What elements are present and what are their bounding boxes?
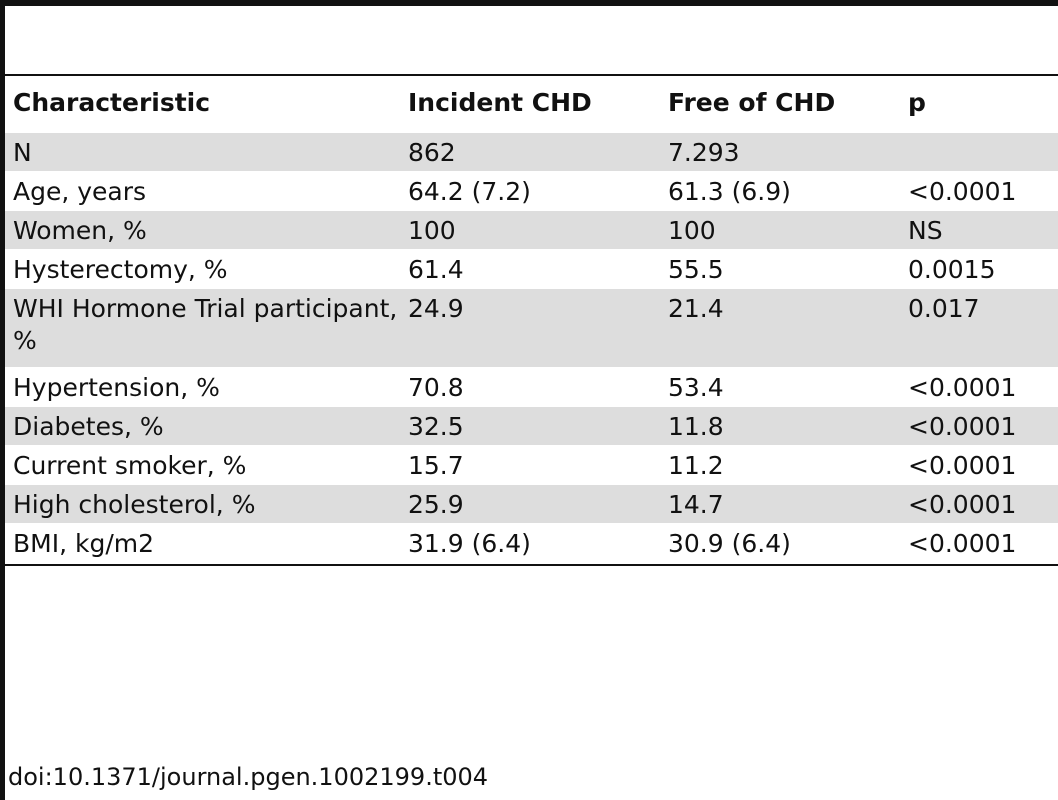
table-row: N 862 7.293 bbox=[5, 132, 1058, 172]
left-border-rule bbox=[0, 0, 5, 800]
cell-free: 21.4 bbox=[660, 288, 900, 368]
column-header-p: p bbox=[908, 88, 926, 117]
cell-incident: 862 bbox=[400, 132, 660, 172]
cell-free: 11.8 bbox=[660, 406, 900, 446]
cell-incident: 100 bbox=[400, 210, 660, 250]
table-row: BMI, kg/m2 31.9 (6.4) 30.9 (6.4) <0.0001 bbox=[5, 523, 1058, 566]
cell-characteristic: Hysterectomy, % bbox=[5, 249, 400, 289]
cell-characteristic: BMI, kg/m2 bbox=[5, 523, 400, 566]
header-top-rule bbox=[5, 74, 1058, 76]
cell-characteristic: Current smoker, % bbox=[5, 445, 400, 485]
table-row: Age, years 64.2 (7.2) 61.3 (6.9) <0.0001 bbox=[5, 171, 1058, 211]
cell-characteristic: Women, % bbox=[5, 210, 400, 250]
table-row: Hysterectomy, % 61.4 55.5 0.0015 bbox=[5, 249, 1058, 289]
cell-p: <0.0001 bbox=[900, 484, 1058, 524]
cell-free: 7.293 bbox=[660, 132, 900, 172]
cell-characteristic: Age, years bbox=[5, 171, 400, 211]
cell-p: 0.0015 bbox=[900, 249, 1058, 289]
header-row: Characteristic Incident CHD Free of CHD … bbox=[5, 76, 1058, 133]
table-row: Current smoker, % 15.7 11.2 <0.0001 bbox=[5, 445, 1058, 485]
table-row: Women, % 100 100 NS bbox=[5, 210, 1058, 250]
cell-p: <0.0001 bbox=[900, 367, 1058, 407]
cell-characteristic: High cholesterol, % bbox=[5, 484, 400, 524]
cell-free: 14.7 bbox=[660, 484, 900, 524]
column-header-characteristic: Characteristic bbox=[13, 88, 211, 117]
cell-incident: 31.9 (6.4) bbox=[400, 523, 660, 566]
cell-incident: 70.8 bbox=[400, 367, 660, 407]
table-body: N 862 7.293 Age, years 64.2 (7.2) 61.3 (… bbox=[5, 132, 1058, 566]
cell-incident: 24.9 bbox=[400, 288, 660, 368]
cell-incident: 32.5 bbox=[400, 406, 660, 446]
cell-free: 55.5 bbox=[660, 249, 900, 289]
cell-free: 61.3 (6.9) bbox=[660, 171, 900, 211]
cell-p bbox=[900, 132, 1058, 172]
cell-characteristic: N bbox=[5, 132, 400, 172]
cell-free: 30.9 (6.4) bbox=[660, 523, 900, 566]
column-header-free-of-chd: Free of CHD bbox=[668, 88, 836, 117]
table-row: WHI Hormone Trial participant, % 24.9 21… bbox=[5, 288, 1058, 368]
table-row: High cholesterol, % 25.9 14.7 <0.0001 bbox=[5, 484, 1058, 524]
table-row: Hypertension, % 70.8 53.4 <0.0001 bbox=[5, 367, 1058, 407]
cell-p: <0.0001 bbox=[900, 406, 1058, 446]
cell-free: 100 bbox=[660, 210, 900, 250]
cell-incident: 15.7 bbox=[400, 445, 660, 485]
cell-free: 11.2 bbox=[660, 445, 900, 485]
cell-p: NS bbox=[900, 210, 1058, 250]
cell-p: <0.0001 bbox=[900, 445, 1058, 485]
cell-characteristic: WHI Hormone Trial participant, % bbox=[5, 288, 400, 368]
table-header: Characteristic Incident CHD Free of CHD … bbox=[5, 76, 1058, 133]
cell-incident: 64.2 (7.2) bbox=[400, 171, 660, 211]
cell-p: <0.0001 bbox=[900, 523, 1058, 566]
cell-p: <0.0001 bbox=[900, 171, 1058, 211]
cell-incident: 61.4 bbox=[400, 249, 660, 289]
cell-free: 53.4 bbox=[660, 367, 900, 407]
doi-caption: doi:10.1371/journal.pgen.1002199.t004 bbox=[8, 763, 489, 791]
top-border-rule bbox=[0, 0, 1058, 6]
cell-characteristic: Hypertension, % bbox=[5, 367, 400, 407]
cell-incident: 25.9 bbox=[400, 484, 660, 524]
characteristics-table: Characteristic Incident CHD Free of CHD … bbox=[5, 76, 1058, 566]
column-header-incident-chd: Incident CHD bbox=[408, 88, 592, 117]
table-row: Diabetes, % 32.5 11.8 <0.0001 bbox=[5, 406, 1058, 446]
cell-characteristic: Diabetes, % bbox=[5, 406, 400, 446]
cell-p: 0.017 bbox=[900, 288, 1058, 368]
